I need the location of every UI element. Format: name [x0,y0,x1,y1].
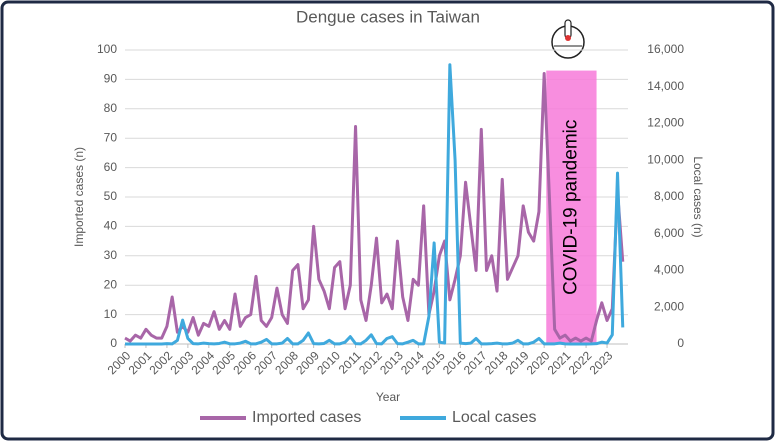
y-tick-label: 100 [97,42,117,56]
covid-label: COVID-19 pandemic [560,120,581,295]
y-tick-label: 50 [104,189,118,203]
y2-tick-label: 10,000 [647,152,684,166]
y-tick-label: 10 [104,307,118,321]
y-tick-label: 90 [104,72,118,86]
y-tick-label: 60 [104,160,118,174]
y-tick-label: 70 [104,130,118,144]
x-axis-title: Year [376,390,400,404]
y2-axis-title: Local cases (n) [691,156,705,237]
y2-tick-label: 2,000 [654,299,684,313]
legend-label: Local cases [452,409,537,426]
y-axis-title: Imported cases (n) [72,147,86,247]
y-tick-label: 80 [104,101,118,115]
y2-tick-label: 4,000 [654,263,684,277]
y-tick-label: 20 [104,277,118,291]
y2-tick-label: 16,000 [647,42,684,56]
y-tick-label: 0 [110,336,117,350]
chart-title: Dengue cases in Taiwan [296,7,480,26]
y2-tick-label: 0 [677,336,684,350]
y-tick-label: 40 [104,219,118,233]
y2-tick-label: 6,000 [654,226,684,240]
legend-label: Imported cases [252,409,361,426]
y2-tick-label: 8,000 [654,189,684,203]
y2-tick-label: 12,000 [647,116,684,130]
series-line [125,63,625,346]
y-tick-label: 30 [104,248,118,262]
y2-tick-label: 14,000 [647,79,684,93]
series-line [124,72,625,343]
